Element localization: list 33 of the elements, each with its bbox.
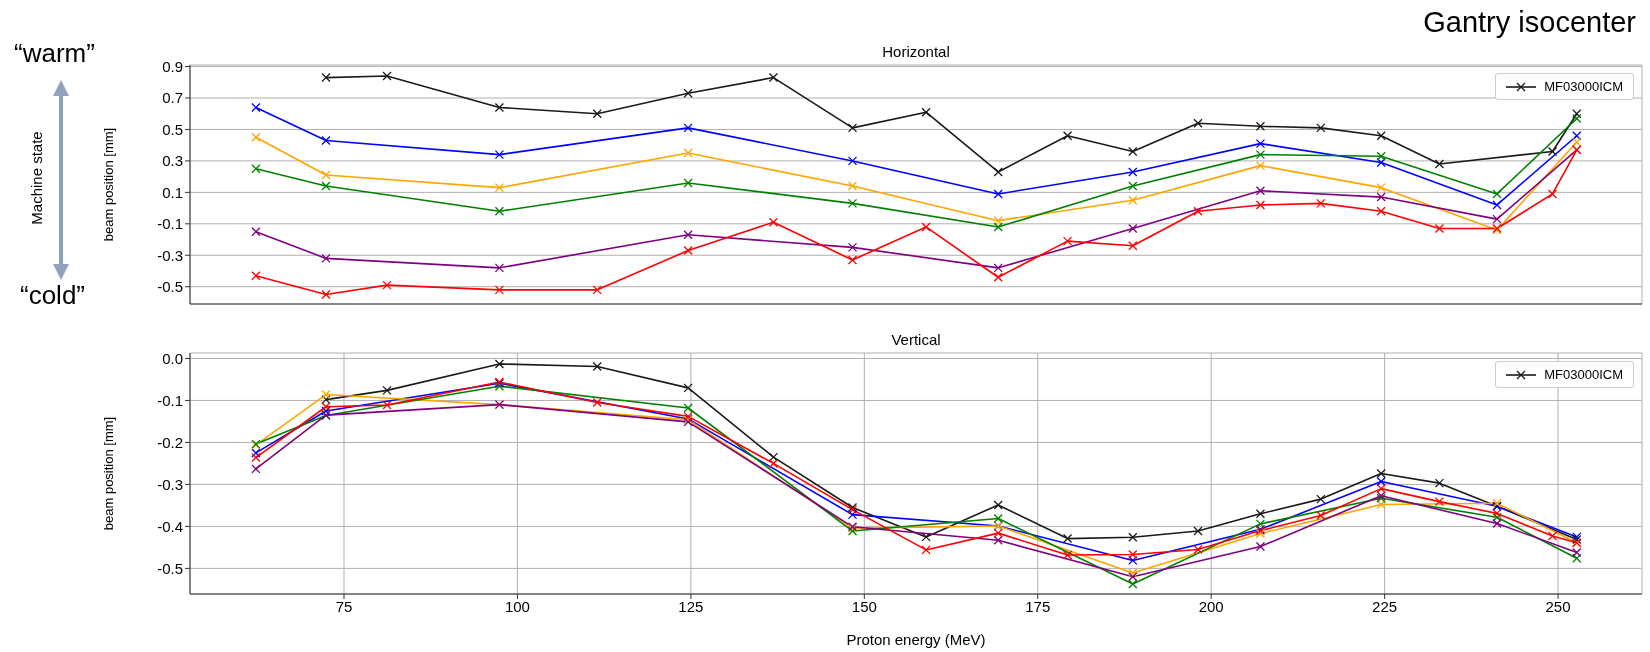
legend-label: MF03000ICM (1544, 367, 1623, 382)
x-tick-label: 75 (335, 597, 353, 615)
y-tick-label: 0.0 (162, 349, 183, 367)
x-tick-label: 100 (504, 597, 530, 615)
legend-label: MF03000ICM (1544, 79, 1623, 94)
chart-title: Vertical (890, 331, 942, 348)
y-tick-label: 0.1 (162, 183, 183, 201)
y-tick-label: 0.3 (162, 152, 183, 170)
x-tick-label: 125 (678, 597, 704, 615)
x-tick-label: 225 (1372, 597, 1398, 615)
text: “warm” (14, 38, 95, 69)
y-tick-label: -0.5 (157, 559, 183, 577)
y-tick-label: 0.9 (162, 57, 183, 75)
text: Machine state (27, 131, 45, 225)
y-tick-label: -0.2 (157, 433, 183, 451)
chart-title: Horizontal (881, 43, 951, 60)
y-tick-label: -0.5 (157, 278, 183, 296)
y-tick-label: -0.3 (157, 475, 183, 493)
x-tick-label: 250 (1545, 597, 1571, 615)
y-tick-label: -0.4 (157, 517, 183, 535)
x-tick-label: 175 (1025, 597, 1051, 615)
y-tick-label: 0.7 (162, 89, 183, 107)
x-axis-title: Proton energy (MeV) (846, 631, 986, 648)
y-tick-label: -0.3 (157, 246, 183, 264)
text: Gantry isocenter (1423, 6, 1636, 39)
y-tick-label: -0.1 (157, 215, 183, 233)
y-axis-title: beam position [mm] (100, 416, 116, 531)
text: “cold” (20, 280, 86, 311)
y-axis-title: beam position [mm] (100, 127, 116, 242)
x-tick-label: 150 (851, 597, 877, 615)
x-tick-label: 200 (1198, 597, 1224, 615)
y-tick-label: -0.1 (157, 391, 183, 409)
y-tick-label: 0.5 (162, 120, 183, 138)
